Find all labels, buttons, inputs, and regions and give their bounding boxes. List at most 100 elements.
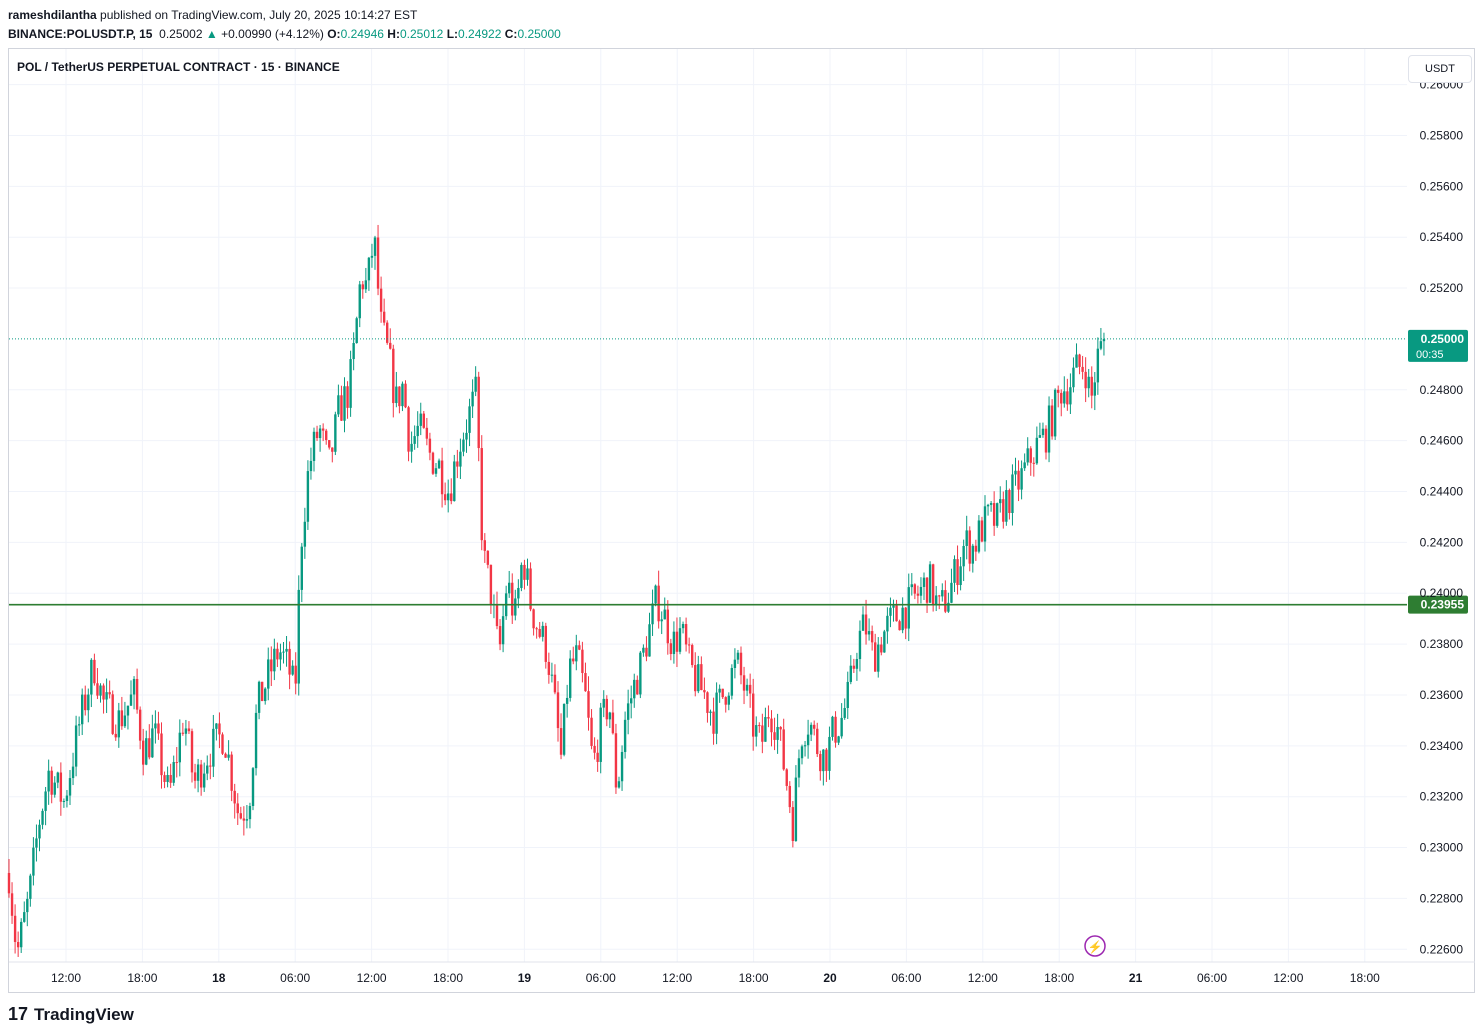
candle-down bbox=[389, 342, 392, 349]
candle-down bbox=[611, 712, 615, 734]
x-tick-label: 12:00 bbox=[51, 971, 81, 985]
candle-up bbox=[29, 875, 32, 899]
candle-up bbox=[77, 724, 81, 726]
candle-down bbox=[59, 772, 63, 802]
candle-down bbox=[691, 645, 694, 666]
candle-up bbox=[797, 758, 801, 778]
last-price-label: 0.25000 bbox=[1421, 332, 1465, 346]
candle-down bbox=[1044, 428, 1048, 453]
candle-down bbox=[938, 595, 941, 597]
candle-down bbox=[782, 729, 785, 770]
candle-down bbox=[221, 734, 224, 754]
candle-down bbox=[1078, 354, 1081, 367]
candle-down bbox=[913, 584, 917, 594]
candles bbox=[7, 224, 1106, 957]
candle-up bbox=[358, 284, 361, 319]
open-value: 0.24946 bbox=[340, 27, 384, 41]
candle-up bbox=[154, 723, 157, 729]
x-tick-label: 18:00 bbox=[739, 971, 769, 985]
candle-down bbox=[160, 733, 163, 776]
candle-up bbox=[117, 710, 120, 738]
candle-down bbox=[404, 383, 407, 408]
candle-down bbox=[538, 628, 541, 637]
y-tick-label: 0.24400 bbox=[1420, 485, 1464, 499]
candle-down bbox=[346, 386, 349, 408]
candle-up bbox=[569, 658, 572, 698]
x-tick-label: 06:00 bbox=[891, 971, 921, 985]
support-price-label: 0.23955 bbox=[1421, 598, 1465, 612]
candle-up bbox=[630, 698, 633, 704]
ohlc-line: BINANCE:POLUSDT.P, 15 0.25002 ▲ +0.00990… bbox=[8, 25, 561, 44]
candle-down bbox=[870, 631, 874, 643]
candle-down bbox=[739, 652, 743, 676]
candle-up bbox=[81, 694, 84, 725]
candle-up bbox=[996, 503, 999, 526]
candle-up bbox=[660, 619, 663, 622]
candle-up bbox=[41, 810, 44, 825]
candle-down bbox=[321, 428, 325, 431]
candle-down bbox=[895, 605, 898, 622]
candle-down bbox=[874, 642, 877, 672]
candle-down bbox=[114, 733, 117, 738]
candle-down bbox=[328, 440, 331, 448]
candle-down bbox=[199, 764, 203, 788]
candle-down bbox=[157, 723, 160, 734]
x-tick-label: 06:00 bbox=[586, 971, 616, 985]
candle-up bbox=[203, 773, 206, 788]
candle-up bbox=[437, 460, 441, 469]
candle-down bbox=[50, 770, 53, 795]
candle-up bbox=[715, 692, 718, 734]
candle-up bbox=[840, 717, 843, 737]
candle-down bbox=[13, 915, 17, 942]
footer-brand[interactable]: 17 TradingView bbox=[8, 1004, 134, 1025]
candle-down bbox=[376, 237, 380, 289]
candle-down bbox=[1017, 470, 1020, 490]
candle-down bbox=[684, 624, 688, 645]
candle-up bbox=[23, 912, 26, 922]
candle-down bbox=[544, 625, 547, 662]
last-price-tag bbox=[1408, 329, 1468, 362]
candle-up bbox=[941, 590, 944, 597]
candle-down bbox=[511, 582, 514, 616]
candle-down bbox=[422, 413, 425, 428]
candle-down bbox=[276, 648, 279, 660]
candle-up bbox=[877, 644, 880, 672]
candle-down bbox=[1066, 391, 1069, 405]
candle-up bbox=[663, 609, 666, 620]
candle-down bbox=[489, 564, 493, 606]
candle-down bbox=[752, 693, 755, 737]
candle-down bbox=[120, 710, 124, 727]
candle-up bbox=[20, 921, 23, 948]
candle-up bbox=[800, 746, 804, 759]
candle-up bbox=[44, 791, 47, 811]
candle-down bbox=[431, 452, 435, 474]
candle-down bbox=[816, 728, 819, 755]
candle-up bbox=[843, 707, 846, 718]
candle-up bbox=[151, 728, 154, 758]
candle-down bbox=[16, 941, 20, 948]
author-name[interactable]: rameshdilantha bbox=[8, 8, 97, 22]
candle-up bbox=[129, 694, 133, 706]
candle-down bbox=[992, 503, 996, 526]
candle-down bbox=[325, 430, 328, 441]
candle-down bbox=[1002, 499, 1005, 522]
candle-up bbox=[562, 703, 566, 755]
candle-up bbox=[99, 685, 102, 696]
candle-down bbox=[407, 407, 410, 452]
candle-up bbox=[892, 605, 895, 608]
x-tick-label: 18:00 bbox=[1350, 971, 1380, 985]
candle-up bbox=[620, 751, 624, 782]
candle-down bbox=[294, 665, 297, 684]
candle-down bbox=[916, 593, 920, 596]
candle-down bbox=[1060, 392, 1063, 404]
candle-down bbox=[758, 725, 761, 727]
candle-up bbox=[465, 432, 468, 440]
close-label: C: bbox=[504, 27, 518, 41]
candle-down bbox=[163, 775, 166, 782]
candle-up bbox=[303, 521, 307, 547]
candle-down bbox=[578, 645, 581, 650]
candle-up bbox=[599, 707, 602, 762]
candle-up bbox=[1075, 354, 1078, 368]
currency-button[interactable]: USDT bbox=[1408, 55, 1472, 83]
